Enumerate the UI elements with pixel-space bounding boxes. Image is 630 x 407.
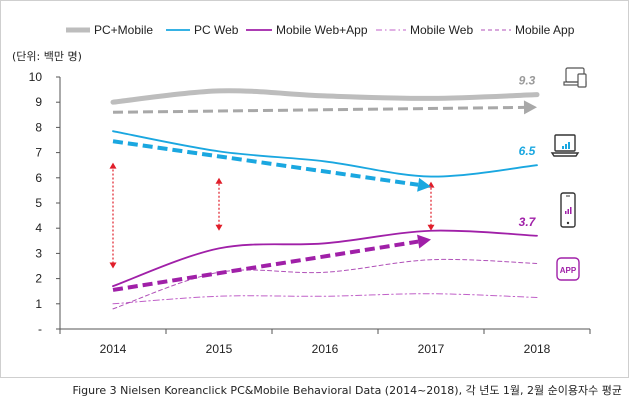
laptop-icon — [550, 134, 580, 157]
chart-frame — [0, 0, 629, 378]
app-icon-text: APP — [560, 266, 577, 275]
gap-arrow — [215, 177, 223, 231]
trend-arrow — [112, 139, 431, 192]
x-tick-label: 2014 — [100, 342, 127, 356]
y-tick-label: - — [38, 322, 42, 336]
signal-bar — [565, 211, 567, 214]
trend-arrow-line — [112, 139, 419, 187]
signal-bar — [570, 207, 572, 214]
trend-arrow-line — [112, 239, 419, 292]
series-line-mobile-web — [112, 293, 538, 305]
gap-arrow-head — [215, 224, 223, 231]
gap-arrow-head — [109, 162, 117, 169]
gap-arrow — [109, 162, 117, 269]
y-tick-label: 8 — [35, 120, 42, 134]
trend-arrow-line — [112, 105, 525, 114]
unit-label: (단위: 백만 명) — [12, 50, 82, 63]
gap-arrow-head — [215, 177, 223, 184]
y-tick-label: 9 — [35, 95, 42, 109]
y-tick-label: 4 — [35, 221, 42, 235]
x-tick-label: 2016 — [312, 342, 339, 356]
y-tick-label: 5 — [35, 196, 42, 210]
trend-arrow — [112, 234, 431, 292]
series-line-pc-web — [112, 130, 538, 178]
gap-arrow-head — [427, 224, 435, 231]
series-layer — [110, 88, 540, 310]
y-tick-label: 3 — [35, 246, 42, 260]
end-value-label: 9.3 — [519, 74, 536, 88]
signal-bar — [567, 209, 569, 214]
x-tick-label: 2017 — [418, 342, 445, 356]
phone-body — [560, 192, 576, 228]
laptop-base — [550, 152, 580, 157]
end-value-label: 6.5 — [519, 144, 536, 158]
phone-button — [566, 221, 570, 225]
y-tick-label: 6 — [35, 171, 42, 185]
y-tick-label: 1 — [35, 297, 42, 311]
gap-arrows — [109, 162, 435, 269]
series-line-mobile-web-app — [112, 229, 538, 288]
series-line-pc-mobile — [110, 88, 540, 105]
laptop-desktop-icon — [563, 67, 587, 88]
laptop-screen — [554, 134, 576, 152]
gap-arrow — [427, 181, 435, 231]
y-tick-label: 2 — [35, 272, 42, 286]
y-tick-label: 10 — [29, 70, 43, 84]
legend-item: PC+Mobile — [66, 23, 153, 37]
smartphone-icon — [560, 192, 576, 228]
app-icon: APP — [556, 257, 580, 281]
phone-shape — [577, 73, 587, 88]
trend-arrow-head — [417, 177, 431, 192]
legend: PC+Mobile PC Web Mobile Web+App Mobile Web M… — [66, 23, 575, 37]
legend-item: Mobile Web — [376, 23, 473, 37]
x-tick-label: 2018 — [524, 342, 551, 356]
end-labels: 9.3 6.5 3.7 — [519, 74, 537, 229]
figure-caption: Figure 3 Nielsen Koreanclick PC&Mobile B… — [72, 384, 622, 397]
trend-arrow — [112, 100, 537, 115]
trend-arrow-head — [523, 100, 537, 115]
signal-bar — [565, 144, 567, 149]
gap-arrow-head — [109, 262, 117, 269]
signal-bar — [562, 146, 564, 149]
end-value-label: 3.7 — [519, 215, 537, 229]
legend-item: PC Web — [166, 23, 239, 37]
legend-label: Mobile App — [515, 23, 575, 37]
legend-label: Mobile Web — [410, 23, 473, 37]
legend-label: PC+Mobile — [94, 23, 153, 37]
line-chart: PC+Mobile PC Web Mobile Web+App Mobile Web M… — [12, 23, 591, 356]
legend-label: PC Web — [194, 23, 239, 37]
x-tick-label: 2015 — [206, 342, 233, 356]
series-line-mobile-app — [112, 258, 538, 310]
trend-arrow-head — [417, 234, 431, 249]
app-box — [556, 257, 580, 281]
y-tick-label: 7 — [35, 146, 42, 160]
legend-label: Mobile Web+App — [276, 23, 368, 37]
trend-arrows — [112, 100, 537, 292]
legend-item: Mobile Web+App — [246, 23, 368, 37]
signal-bar — [568, 142, 570, 149]
device-icons: APP — [550, 67, 587, 281]
legend-item: Mobile App — [481, 23, 575, 37]
axes: - 1 2 3 4 5 6 7 8 9 10 2014 2015 2016 2017 2018 — [29, 70, 591, 356]
